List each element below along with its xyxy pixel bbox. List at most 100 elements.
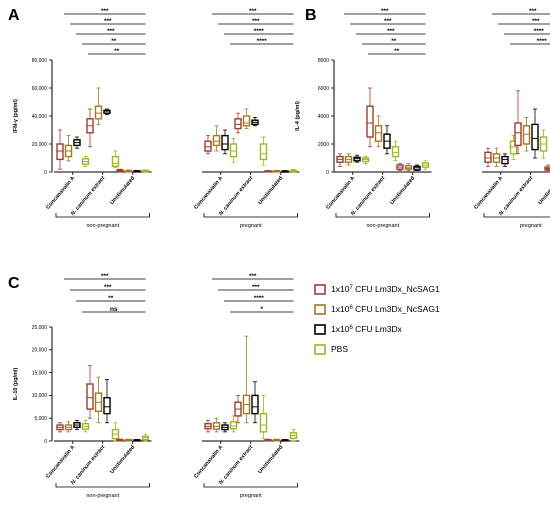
box-s3	[501, 153, 509, 167]
box-rect	[111, 155, 120, 168]
significance-label: ****	[537, 38, 548, 45]
legend-label: PBS	[331, 344, 348, 354]
box-rect	[259, 143, 268, 161]
box-s1	[514, 90, 522, 155]
box-s1	[86, 365, 94, 419]
box-rect	[86, 383, 94, 410]
box-rect	[229, 143, 238, 158]
box-rect	[366, 105, 374, 138]
x-tick-label: Concanavalin A	[45, 444, 76, 479]
group-label: non-pregnant	[366, 223, 399, 229]
y-axis-label: IL-10 (pg/ml)	[13, 367, 19, 400]
box-s1	[56, 129, 64, 170]
y-tick-label: 25,000	[32, 325, 48, 331]
box-s4	[361, 156, 370, 165]
x-tick-label: Unstimulated	[389, 175, 416, 206]
group-label: pregnant	[240, 223, 262, 229]
y-tick-label: 80,000	[32, 58, 48, 64]
box-s3	[281, 170, 289, 173]
y-tick-label: 10,000	[32, 393, 48, 399]
box-s1	[234, 112, 242, 134]
box-rect	[204, 140, 212, 152]
box-s2	[124, 169, 133, 173]
y-tick-label: 20,000	[32, 142, 48, 148]
box-s4	[81, 156, 90, 167]
box-rect	[484, 151, 492, 163]
box-rect	[221, 134, 229, 151]
box-rect	[509, 140, 518, 155]
box-s4	[81, 420, 90, 433]
box-rect	[251, 394, 259, 415]
box-s3	[133, 170, 141, 173]
box-s1	[396, 163, 404, 172]
legend: 1x107 CFU Lm3Dx_NcSAG1 1x106 CFU Lm3Dx_Nc…	[314, 284, 440, 355]
box-s2	[212, 125, 221, 152]
group-label: non-pregnant	[86, 223, 119, 229]
box-s3	[531, 108, 539, 159]
significance-label: **	[108, 295, 114, 302]
box-s3	[221, 129, 229, 155]
box-s2	[64, 135, 73, 162]
significance-label: ***	[252, 18, 260, 25]
y-tick-label: 40,000	[32, 114, 48, 120]
box-s1	[264, 438, 272, 442]
significance-label: ***	[107, 28, 115, 35]
box-rect	[242, 115, 251, 127]
box-s3	[221, 422, 229, 433]
box-s2	[522, 117, 531, 152]
significance-label: ***	[381, 8, 389, 15]
legend-swatch	[314, 344, 326, 355]
box-s2	[344, 153, 353, 166]
box-s3	[73, 420, 81, 431]
significance-label: ***	[101, 8, 109, 15]
box-rect	[234, 118, 242, 130]
significance-label: ***	[101, 273, 109, 280]
box-s2	[374, 115, 383, 148]
box-s2	[64, 421, 73, 433]
box-s3	[383, 125, 391, 155]
panel-c: C 0 5,000 10,000 15,000 20,000 25,000 IL-10 (pg…	[8, 273, 300, 499]
box-s4	[111, 422, 120, 442]
box-s1	[86, 108, 94, 148]
box-s4	[289, 429, 298, 442]
box-rect	[531, 123, 539, 151]
group-bracket	[483, 213, 550, 218]
box-s2	[242, 108, 251, 130]
significance-label: ****	[257, 38, 268, 45]
y-tick-label: 8000	[318, 58, 329, 64]
significance-label: **	[114, 48, 120, 55]
significance-label: ****	[254, 295, 265, 302]
box-rect	[103, 396, 111, 415]
group-label: pregnant	[240, 493, 262, 499]
box-s1	[264, 170, 272, 173]
y-tick-label: 0	[326, 170, 329, 176]
box-rect	[374, 125, 383, 142]
significance-label: ***	[104, 18, 112, 25]
box-rect	[56, 143, 64, 161]
x-tick-label: N. caninum extract	[350, 175, 387, 217]
significance-label: **	[394, 48, 400, 55]
panel-letter: A	[8, 7, 20, 24]
box-s1	[234, 394, 242, 424]
legend-swatch	[314, 324, 326, 335]
legend-label: 1x106 CFU Lm3Dx	[331, 324, 403, 334]
y-tick-label: 2000	[318, 142, 329, 148]
legend-label: 1x106 CFU Lm3Dx_NcSAG1	[331, 304, 440, 314]
group-bracket	[55, 213, 150, 218]
box-s3	[103, 108, 111, 115]
box-s1	[116, 438, 124, 442]
box-s2	[272, 169, 281, 173]
significance-label: ns	[110, 306, 118, 313]
panel-letter: B	[305, 7, 317, 24]
box-s3	[103, 379, 111, 424]
box-s1	[204, 135, 212, 155]
group-bracket	[55, 483, 150, 488]
box-s4	[391, 140, 400, 162]
x-tick-label: Concanavalin A	[325, 175, 356, 210]
box-rect	[391, 146, 400, 158]
box-s4	[259, 394, 268, 440]
x-tick-label: Unstimulated	[537, 175, 550, 206]
y-tick-label: 0	[44, 170, 47, 176]
legend-swatch	[314, 284, 326, 295]
significance-label: *	[260, 306, 263, 313]
